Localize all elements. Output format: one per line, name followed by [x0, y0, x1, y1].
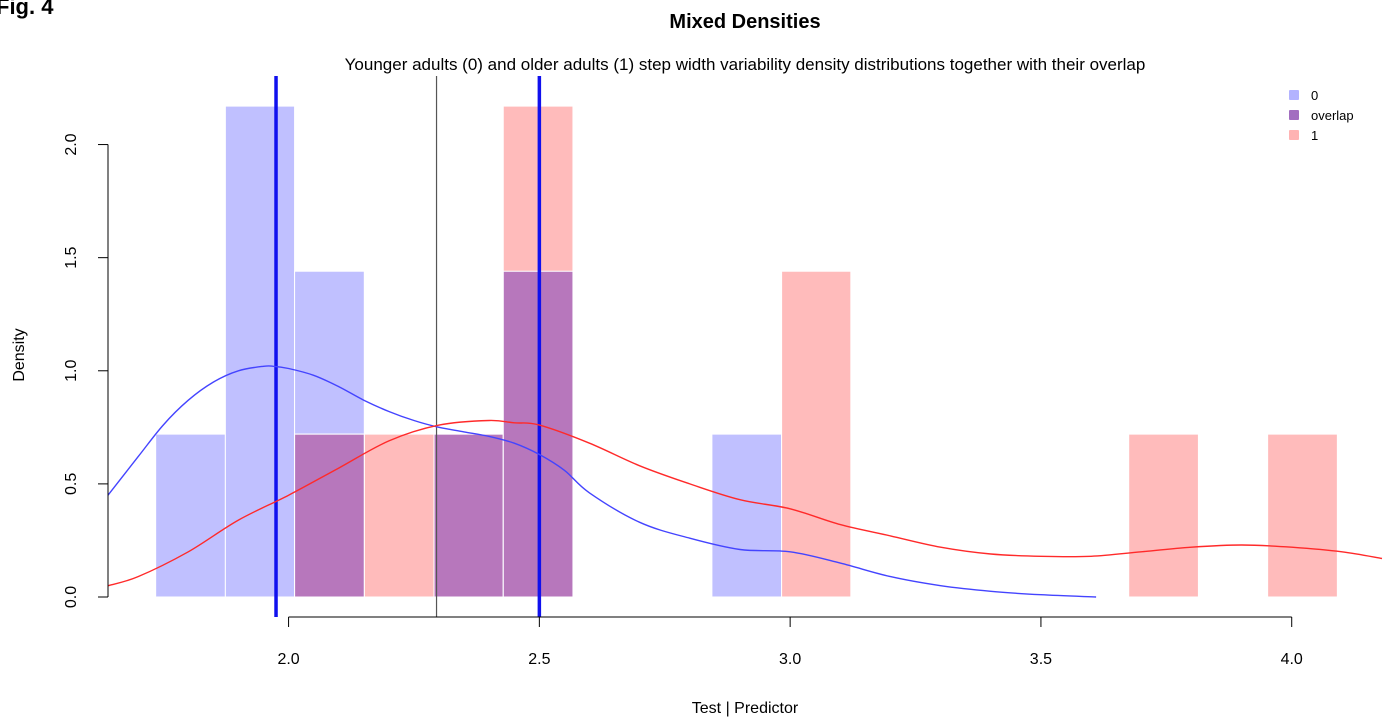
- x-tick-label-2.0: 2.0: [277, 651, 299, 668]
- chart-title: Mixed Densities: [669, 11, 820, 33]
- density-curve-0: [107, 365, 1097, 598]
- legend-label-1: 1: [1311, 128, 1318, 143]
- group-1-bar-4: [781, 270, 852, 598]
- x-axis-label: Test | Predictor: [692, 700, 799, 717]
- x-tick-label-2.5: 2.5: [528, 651, 550, 668]
- legend-label-0: 0: [1311, 88, 1318, 103]
- group-0-bar-1: [224, 105, 296, 598]
- y-tick-label-2.0: 2.0: [63, 133, 80, 155]
- group-0-bar-5: [711, 433, 783, 598]
- x-tick-label-3.0: 3.0: [779, 651, 801, 668]
- y-tick-label-0.5: 0.5: [63, 473, 80, 495]
- reference-lines: [274, 76, 542, 617]
- y-tick-label-0.0: 0.0: [63, 586, 80, 608]
- y-tick-label-1.5: 1.5: [63, 246, 80, 268]
- group-0-bar-0: [155, 433, 226, 598]
- axes: 2.0 2.5 3.0 3.5 4.0 0.0 0.5 1.0 1.5 2.0: [63, 133, 1303, 668]
- legend-label-overlap: overlap: [1311, 108, 1354, 123]
- x-tick-label-3.5: 3.5: [1030, 651, 1052, 668]
- legend: 0 overlap 1: [1289, 88, 1354, 143]
- legend-swatch-overlap: [1289, 110, 1299, 120]
- figure-label: Fig. 4: [0, 0, 54, 19]
- overlap-bar-0: [294, 433, 365, 598]
- density-curves: [107, 365, 1383, 598]
- legend-swatch-1: [1289, 130, 1299, 140]
- overlap-bar-1: [433, 433, 504, 598]
- x-tick-label-4.0: 4.0: [1281, 651, 1303, 668]
- y-tick-label-1.0: 1.0: [63, 360, 80, 382]
- group-1-bar-6: [1267, 433, 1338, 598]
- y-axis-label: Density: [11, 328, 28, 381]
- density-curve-1: [107, 419, 1383, 587]
- legend-swatch-0: [1289, 90, 1299, 100]
- chart-subtitle: Younger adults (0) and older adults (1) …: [345, 55, 1146, 74]
- group-1-bar-5: [1128, 433, 1199, 598]
- group-1-bar-1: [363, 433, 435, 598]
